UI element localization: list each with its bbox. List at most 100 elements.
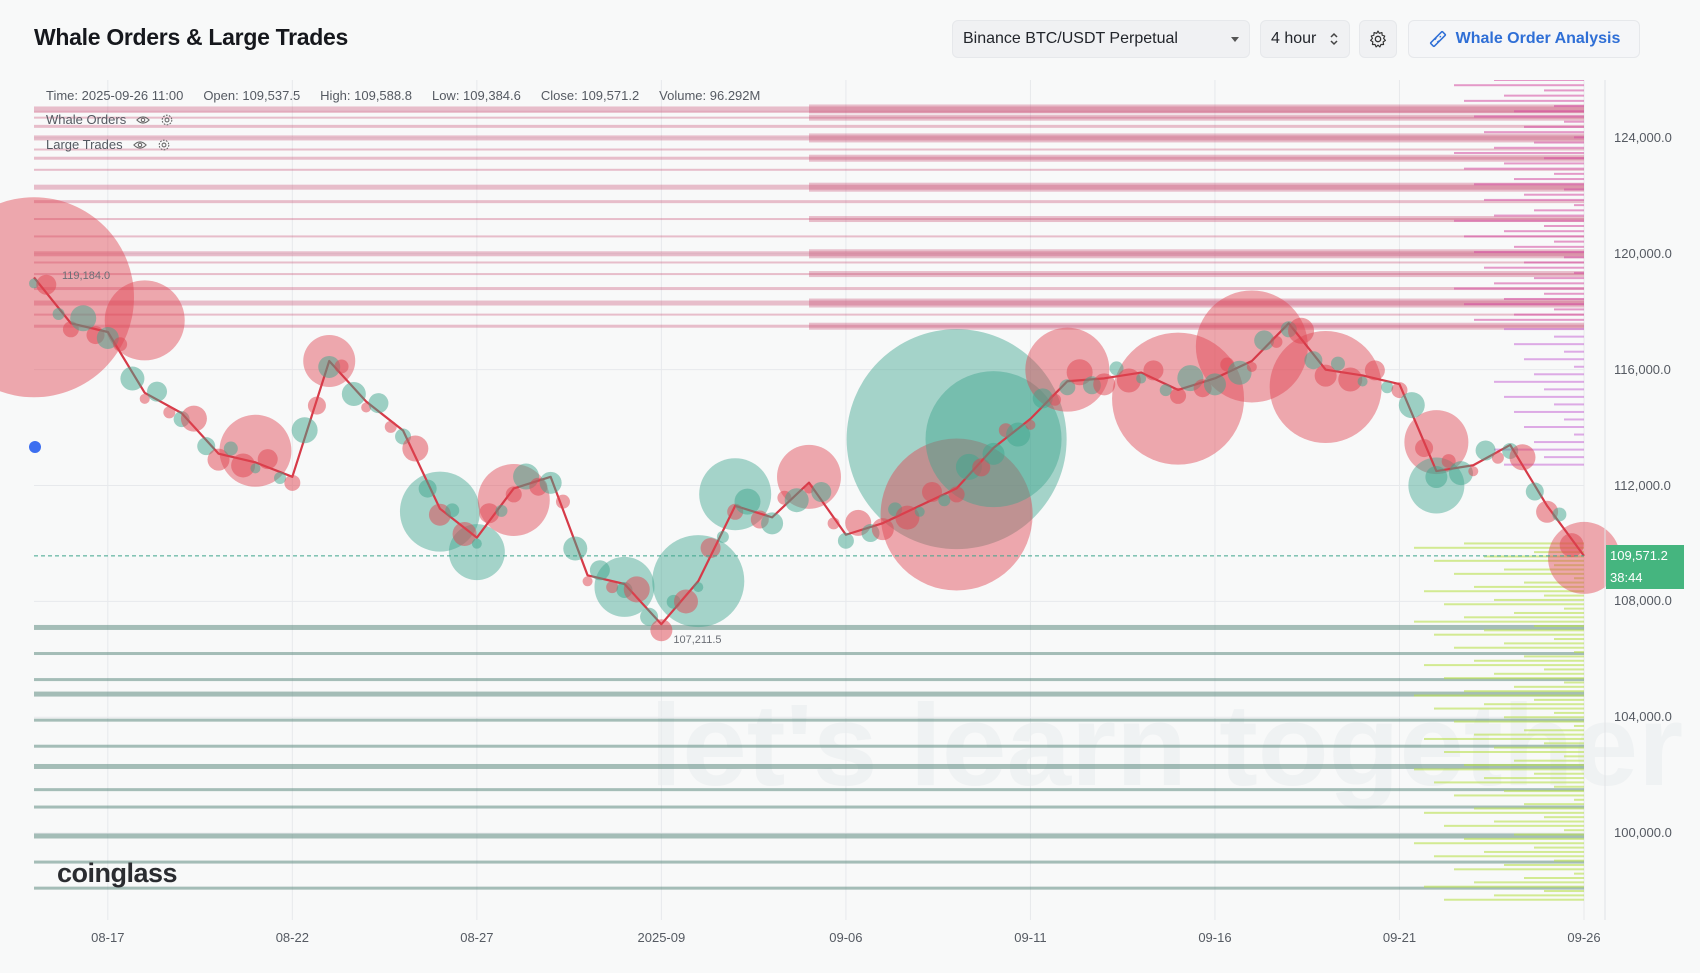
whale-ask-level <box>34 106 1584 112</box>
bid-depth-bar <box>1454 868 1584 871</box>
trade-marker <box>1364 360 1385 381</box>
ask-depth-bar <box>1494 214 1584 217</box>
trade-marker <box>650 619 673 642</box>
interval-select-label: 4 hour <box>1271 30 1317 47</box>
trade-marker <box>471 538 482 549</box>
ask-depth-bar <box>1524 358 1584 361</box>
chart-area[interactable]: let's learn together <box>0 80 1700 973</box>
trade-marker <box>1025 419 1036 430</box>
large-trade-bubbles <box>0 197 1620 628</box>
bid-depth-bar <box>1464 690 1584 693</box>
large-trade-buy[interactable] <box>846 329 1067 550</box>
trade-marker <box>1203 373 1226 396</box>
bid-depth-bar <box>1414 694 1584 697</box>
bid-depth-bar <box>1574 651 1584 654</box>
ask-depth-bar <box>1514 343 1584 346</box>
trade-marker <box>673 589 698 614</box>
bid-depth-bar <box>1494 598 1584 601</box>
trade-marker <box>1116 368 1141 393</box>
trade-marker <box>307 396 326 415</box>
interval-select[interactable]: 4 hour <box>1260 20 1350 58</box>
ask-depth-bar <box>1544 388 1584 391</box>
ask-depth-bar <box>1564 120 1584 123</box>
eye-icon[interactable] <box>136 113 151 127</box>
bid-depth-bar <box>1554 711 1584 714</box>
trade-marker <box>606 581 619 594</box>
bid-depth-bar <box>1494 672 1584 675</box>
ask-depth-bar <box>1554 172 1584 175</box>
whale-ask-level <box>34 251 1584 257</box>
page-title: Whale Orders & Large Trades <box>34 24 349 50</box>
time-tick-label: 2025-09 <box>637 930 686 945</box>
bid-depth-bar <box>1484 850 1584 853</box>
trade-marker <box>716 530 729 543</box>
bid-depth-bar <box>1424 737 1584 740</box>
trade-marker <box>1475 440 1496 461</box>
eye-icon[interactable] <box>132 138 147 152</box>
ask-depth-bar <box>1504 94 1584 97</box>
trade-marker <box>563 536 588 561</box>
price-tick-label: 108,000.0 <box>1614 593 1672 609</box>
scroll-handle[interactable] <box>29 441 41 453</box>
large-trade-sell[interactable] <box>0 197 134 398</box>
bid-depth-bar <box>1534 551 1584 554</box>
bid-depth-bar <box>1474 659 1584 662</box>
large-trade-sell[interactable] <box>1269 331 1382 444</box>
trade-marker <box>284 474 301 491</box>
ask-depth-bar <box>1534 277 1584 280</box>
whale-ask-level <box>34 168 1584 171</box>
ask-depth-bar <box>1534 373 1584 376</box>
bid-depth-bar <box>1474 733 1584 736</box>
bid-depth-bar <box>1474 807 1584 810</box>
ask-depth-bar <box>1494 282 1584 285</box>
trade-marker <box>761 512 784 535</box>
bid-depth-bar <box>1504 863 1584 866</box>
bid-depth-bar <box>1414 620 1584 623</box>
ask-depth-bar <box>1534 441 1584 444</box>
bid-depth-bar <box>1484 555 1584 558</box>
whale-ask-level <box>34 261 1584 264</box>
large-trade-sell[interactable] <box>880 438 1033 591</box>
high-price-annotation: 119,184.0 <box>62 270 111 283</box>
grid <box>34 80 1585 920</box>
whale-order-analysis-button[interactable]: Whale Order Analysis <box>1408 20 1640 58</box>
trade-marker <box>368 393 389 414</box>
whale-orders-chart[interactable]: let's learn together <box>0 80 1700 973</box>
chart-legend: Time: 2025-09-26 11:00 Open: 109,537.5 H… <box>46 88 760 153</box>
close-value: Close: 109,571.2 <box>540 88 640 103</box>
trade-marker <box>1159 384 1172 397</box>
ask-depth-bar <box>1454 151 1584 154</box>
trade-marker <box>1509 444 1536 471</box>
ask-depth-bar <box>1494 80 1584 81</box>
legend-whale-orders[interactable]: Whale Orders <box>46 111 760 128</box>
gear-icon[interactable] <box>160 113 174 127</box>
whale-ask-level <box>34 135 1584 141</box>
gear-icon[interactable] <box>157 138 171 152</box>
ask-depth-bar <box>1454 287 1584 290</box>
whale-ask-level <box>34 184 1584 190</box>
bid-depth-bar <box>1484 703 1584 706</box>
trade-marker <box>914 506 925 517</box>
bid-depth-bar <box>1524 877 1584 879</box>
bid-depth-bar <box>1454 572 1584 575</box>
trade-marker <box>384 420 397 433</box>
bid-depth-bar <box>1434 781 1584 784</box>
bid-depth-bar <box>1444 824 1584 827</box>
time-value: Time: 2025-09-26 11:00 <box>46 88 184 103</box>
trade-marker <box>197 437 216 456</box>
settings-button[interactable] <box>1359 20 1397 58</box>
bid-depth-bar <box>1474 585 1584 588</box>
candle-countdown-label: 38:44 <box>1606 566 1684 589</box>
ask-depth-bar <box>1574 271 1584 274</box>
pair-select[interactable]: Binance BTC/USDT Perpetual <box>952 20 1250 58</box>
ask-depth-bar <box>1484 131 1584 134</box>
bid-depth-bar <box>1464 616 1584 619</box>
ask-depth-bar <box>1544 456 1584 459</box>
bid-depth-bar <box>1434 633 1584 636</box>
legend-large-trades[interactable]: Large Trades <box>46 136 760 153</box>
ask-depth-bar <box>1494 380 1584 383</box>
ask-depth-bar <box>1574 136 1584 139</box>
trade-marker <box>113 337 128 352</box>
ask-depth-bar <box>1564 350 1584 353</box>
ask-depth-bar <box>1504 328 1584 331</box>
